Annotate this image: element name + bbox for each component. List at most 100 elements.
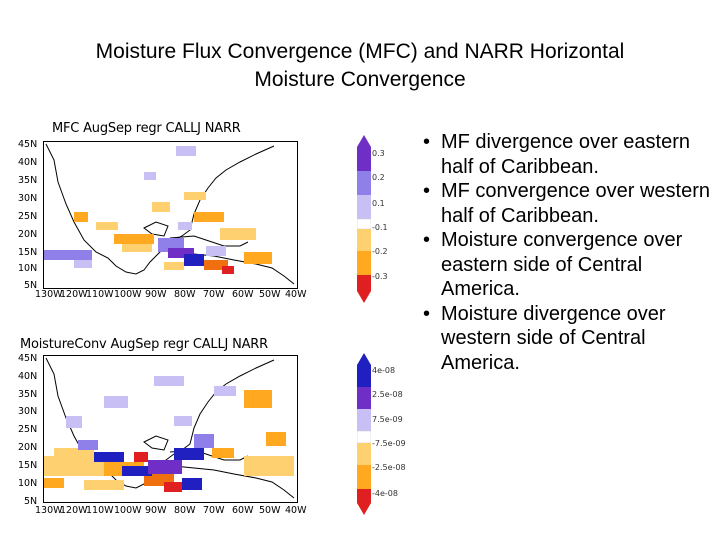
field-patch: [164, 482, 182, 492]
field-patch: [164, 262, 184, 270]
lat-label: 40N: [18, 157, 38, 168]
field-patch: [148, 460, 182, 474]
coastline: [45, 143, 275, 275]
lon-label: 50W: [259, 505, 281, 516]
field-patch: [54, 448, 94, 458]
field-patch: [74, 260, 92, 268]
field-patch: [134, 452, 148, 462]
field-patch: [122, 244, 152, 252]
lat-label: 15N: [18, 460, 38, 471]
slide-title-line-1: Moisture Flux Convergence (MFC) and NARR…: [95, 40, 625, 63]
lon-label: 40W: [285, 505, 307, 516]
field-patch: [96, 222, 118, 230]
field-patch: [204, 260, 228, 270]
field-patch: [206, 246, 226, 256]
lon-label: 110W: [86, 505, 114, 516]
moisture-conv-map-field: [44, 357, 295, 499]
field-patch: [244, 390, 272, 408]
lat-label: 35N: [18, 389, 38, 400]
lat-label: 40N: [18, 371, 38, 382]
lat-label: 20N: [18, 442, 38, 453]
slide-title: Moisture Flux Convergence (MFC) and NARR…: [0, 38, 720, 94]
lon-label: 40W: [285, 289, 307, 300]
lon-label: 60W: [232, 505, 254, 516]
mfc-map-frame: [43, 141, 298, 289]
field-patch: [194, 434, 214, 448]
field-patch: [184, 254, 204, 266]
mfc-map-field: [44, 143, 295, 285]
colorbar-label: -0.2: [372, 247, 388, 256]
lon-label: 50W: [259, 289, 281, 300]
moisture-conv-map-frame: [43, 355, 298, 503]
lon-label: 120W: [60, 505, 88, 516]
colorbar-label: 0.2: [372, 173, 385, 182]
field-patch: [152, 202, 170, 212]
field-patch: [266, 432, 286, 446]
field-patch: [104, 396, 128, 408]
field-patch: [220, 228, 256, 240]
field-patch: [84, 480, 124, 490]
moisture-conv-colorbar-scale: [356, 353, 372, 515]
lon-label: 130W: [35, 505, 63, 516]
lat-label: 45N: [18, 139, 38, 150]
colorbar-label: 4e-08: [372, 366, 396, 375]
field-patch: [74, 212, 88, 222]
lat-label: 25N: [18, 211, 38, 222]
lat-label: 5N: [24, 280, 38, 291]
lon-label: 80W: [174, 289, 196, 300]
field-patch: [94, 452, 124, 462]
field-patch: [154, 376, 184, 386]
bullet-item: MF divergence over eastern half of Carib…: [415, 130, 720, 179]
colorbar-label: 0.1: [372, 199, 385, 208]
lon-label: 90W: [145, 505, 167, 516]
lon-label: 90W: [145, 289, 167, 300]
field-patch: [244, 456, 294, 476]
lat-label: 10N: [18, 478, 38, 489]
colorbar-label: 0.3: [372, 149, 385, 158]
mfc-map-title: MFC AugSep regr CALLJ NARR: [52, 121, 241, 136]
bullet-list: MF divergence over eastern half of Carib…: [415, 130, 720, 375]
lat-label: 5N: [24, 496, 38, 507]
field-patch: [182, 478, 202, 490]
lon-label: 120W: [60, 289, 88, 300]
lon-label: 70W: [203, 289, 225, 300]
moisture-conv-colorbar: 4e-08 2.5e-08 7.5e-09 -7.5e-09 -2.5e-08 …: [356, 353, 406, 520]
field-patch: [178, 222, 192, 230]
field-patch: [174, 416, 192, 426]
field-patch: [244, 252, 272, 264]
lat-label: 25N: [18, 424, 38, 435]
bullet-item: Moisture convergence over eastern side o…: [415, 228, 720, 302]
lat-label: 10N: [18, 263, 38, 274]
field-patch: [122, 466, 152, 476]
slide-title-line-2: Moisture Convergence: [254, 68, 466, 91]
field-patch: [212, 448, 234, 458]
colorbar-label: -4e-08: [372, 489, 398, 498]
bullet-item: MF convergence over western half of Cari…: [415, 179, 720, 228]
lat-label: 15N: [18, 247, 38, 258]
lon-label: 80W: [174, 505, 196, 516]
lon-label: 110W: [86, 289, 114, 300]
bullet-item: Moisture divergence over western side of…: [415, 302, 720, 376]
lat-label: 45N: [18, 353, 38, 364]
lat-label: 30N: [18, 193, 38, 204]
lon-label: 100W: [114, 505, 142, 516]
field-patch: [176, 146, 196, 156]
coastline: [169, 235, 249, 247]
lon-label: 130W: [35, 289, 63, 300]
field-patch: [194, 212, 224, 222]
lat-label: 30N: [18, 406, 38, 417]
field-patch: [114, 234, 154, 244]
lon-label: 60W: [232, 289, 254, 300]
lon-label: 100W: [114, 289, 142, 300]
field-patch: [44, 478, 64, 488]
lat-label: 20N: [18, 229, 38, 240]
field-patch: [174, 448, 204, 460]
lat-label: 35N: [18, 175, 38, 186]
moisture-conv-map-title: MoistureConv AugSep regr CALLJ NARR: [20, 337, 268, 352]
field-patch: [144, 172, 156, 180]
field-patch: [184, 192, 206, 200]
colorbar-label: -0.3: [372, 272, 388, 281]
field-patch: [222, 266, 234, 274]
field-patch: [44, 250, 92, 260]
colorbar-label: -2.5e-08: [372, 463, 406, 472]
